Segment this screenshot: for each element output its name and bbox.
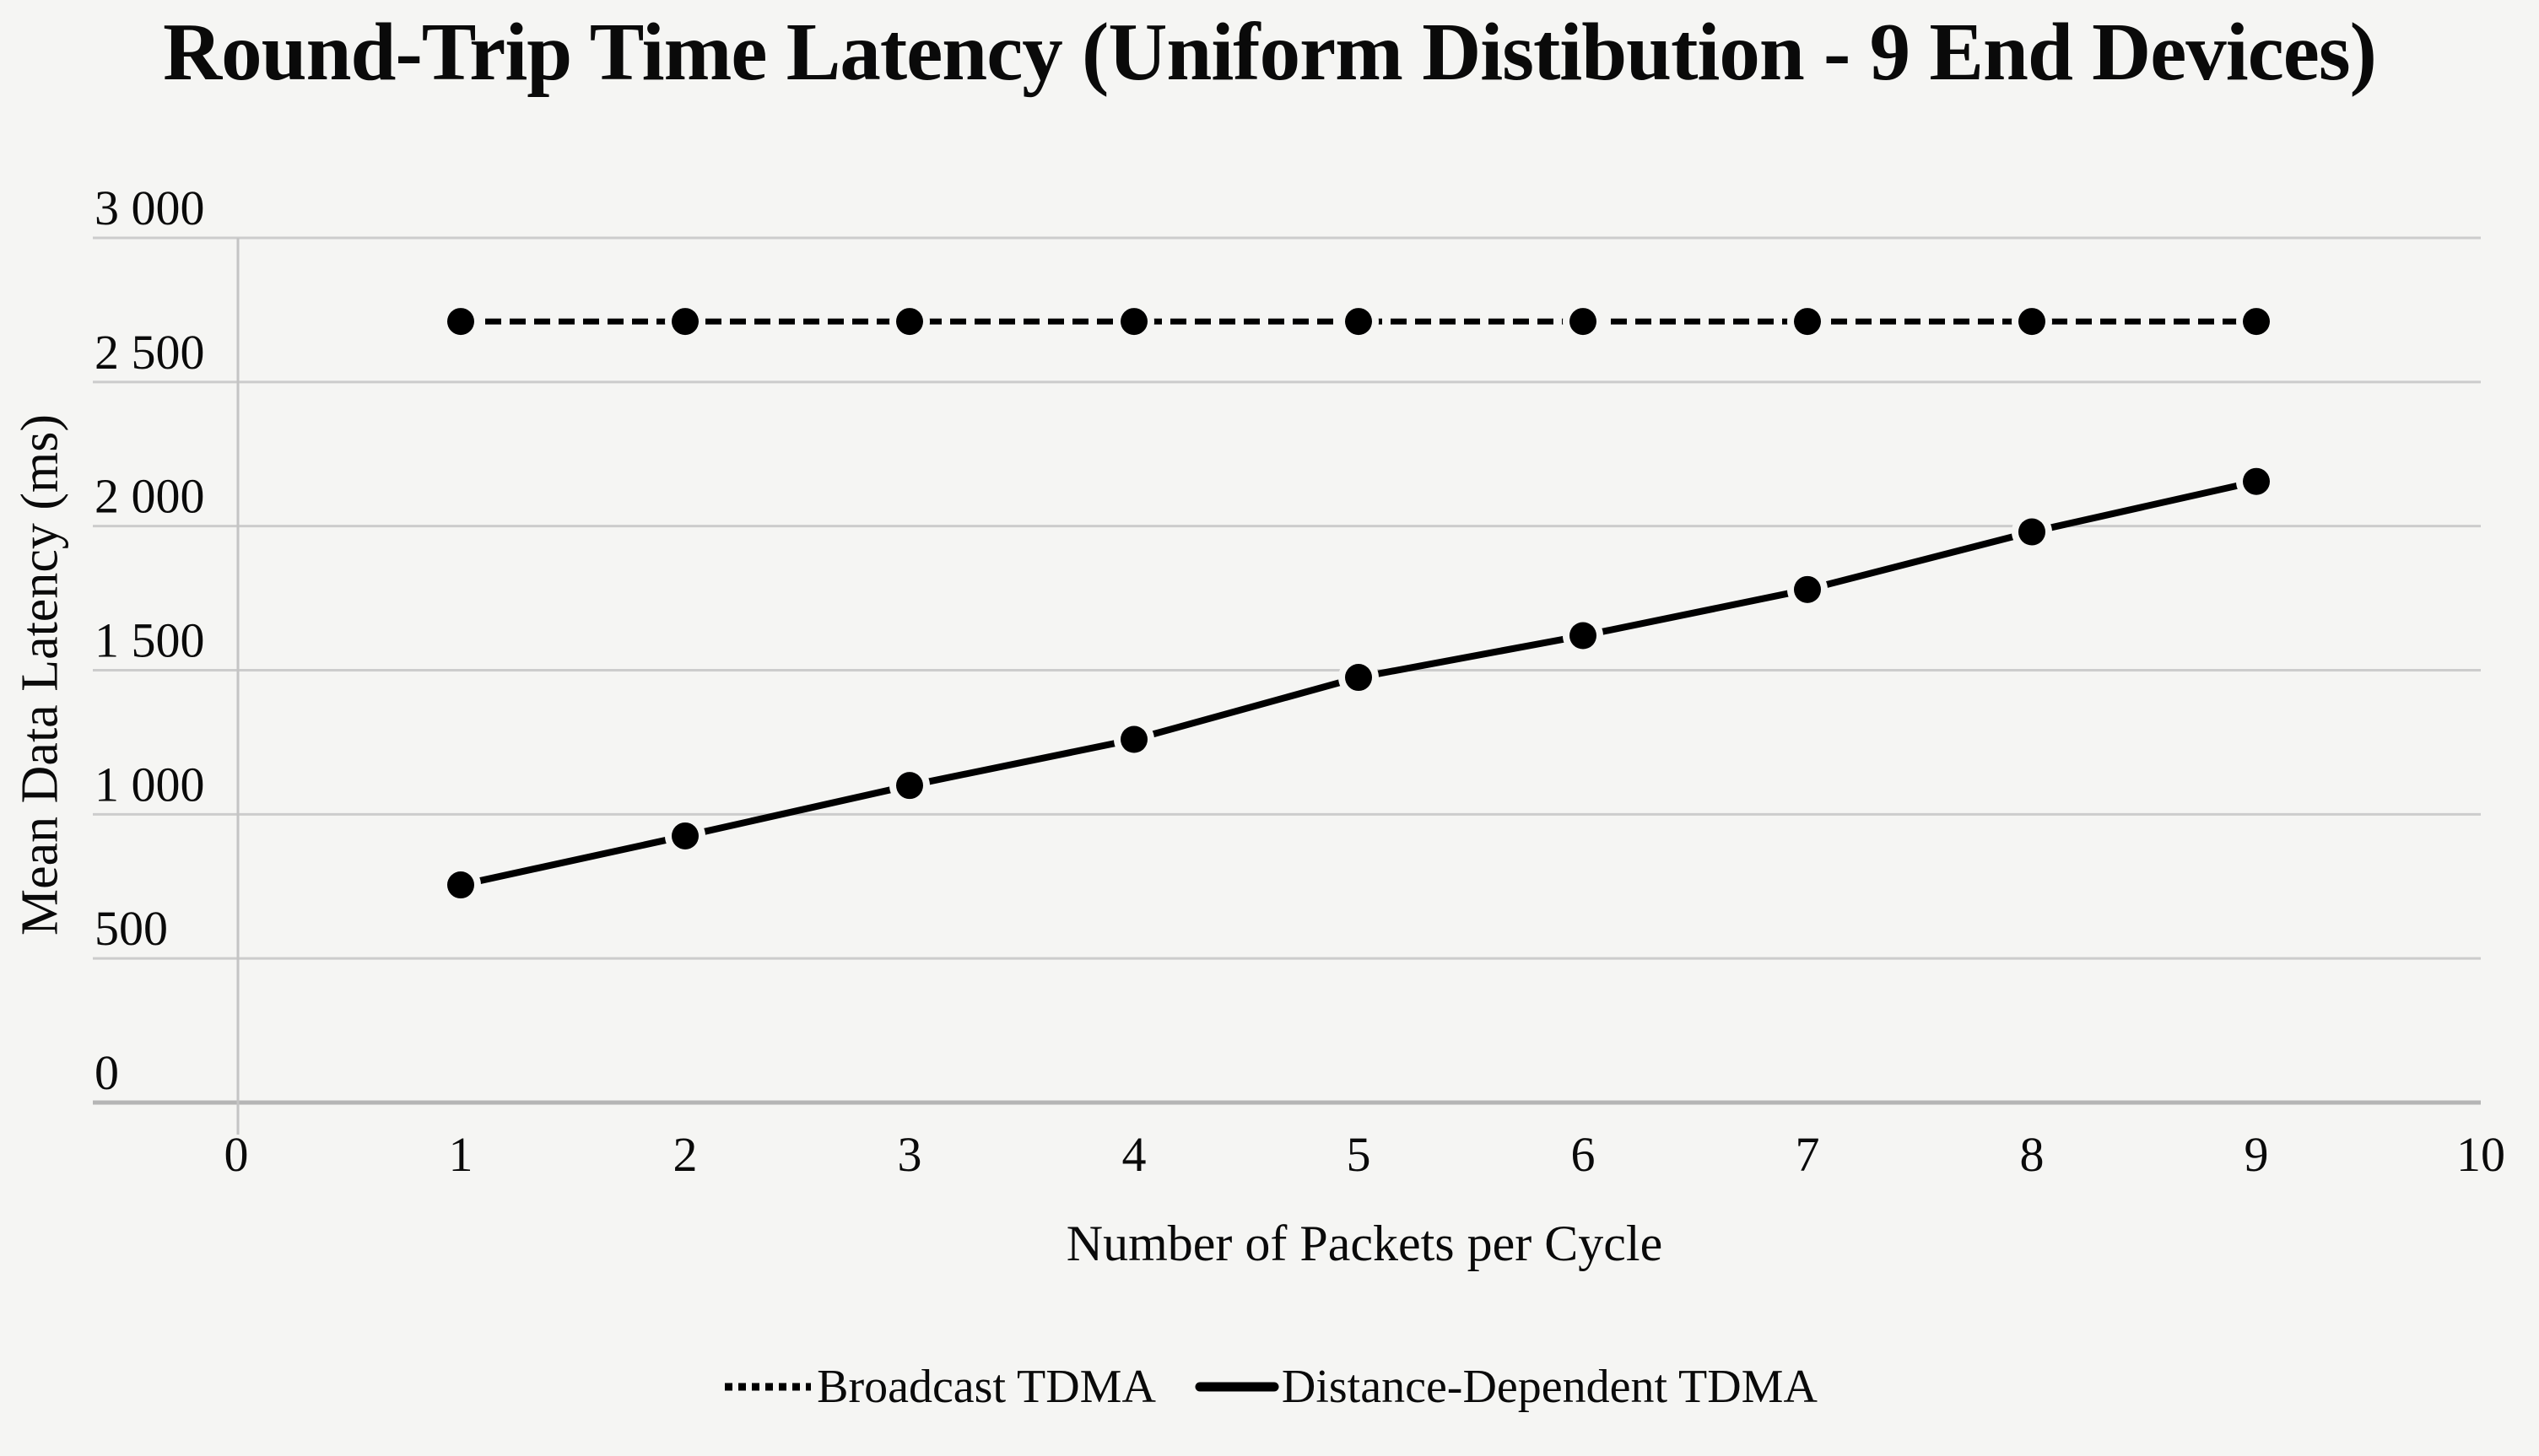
dashed-line-sample-icon [725, 1383, 812, 1391]
legend-label-broadcast-tdma: Broadcast TDMA [817, 1361, 1156, 1413]
data-point-marker [896, 772, 923, 800]
x-axis-title: Number of Packets per Cycle [1066, 1216, 1663, 1271]
data-point-marker [2243, 467, 2270, 495]
data-point-marker [2018, 308, 2045, 336]
x-tick-label: 10 [2456, 1127, 2505, 1182]
y-tick-label: 2 500 [95, 325, 205, 380]
x-tick-label: 9 [2245, 1127, 2269, 1182]
x-tick-label: 5 [1347, 1127, 1371, 1182]
y-tick-label: 1 000 [95, 757, 205, 812]
solid-line-sample-icon [1195, 1382, 1279, 1392]
data-point-marker [1121, 308, 1148, 336]
data-point-marker [1794, 575, 1821, 603]
data-point-marker [447, 871, 474, 899]
x-tick-label: 2 [673, 1127, 698, 1182]
y-tick-label: 1 500 [95, 613, 205, 668]
data-point-marker [1121, 725, 1148, 753]
legend-label-distance-dependent-tdma: Distance-Dependent TDMA [1281, 1361, 1818, 1413]
data-point-marker [896, 308, 923, 336]
x-tick-label: 1 [449, 1127, 473, 1182]
data-point-marker [1345, 308, 1372, 336]
data-point-marker [1569, 622, 1596, 650]
x-tick-label: 8 [2020, 1127, 2045, 1182]
x-tick-label: 4 [1122, 1127, 1147, 1182]
x-tick-label: 6 [1571, 1127, 1596, 1182]
legend: Broadcast TDMA Distance-Dependent TDMA [0, 1360, 2539, 1414]
x-tick-label: 7 [1796, 1127, 1820, 1182]
y-tick-label: 2 000 [95, 469, 205, 524]
data-point-marker [2018, 518, 2045, 546]
x-tick-label: 3 [898, 1127, 922, 1182]
data-point-marker [447, 308, 474, 336]
y-tick-label: 0 [95, 1045, 119, 1100]
data-point-marker [1345, 664, 1372, 692]
data-point-marker [672, 308, 699, 336]
data-point-marker [1569, 308, 1596, 336]
data-point-marker [1794, 308, 1821, 336]
data-point-marker [2243, 308, 2270, 336]
chart-title: Round-Trip Time Latency (Uniform Distibu… [163, 7, 2377, 97]
legend-item-distance-dependent-tdma: Distance-Dependent TDMA [1195, 1360, 1818, 1414]
y-tick-label: 500 [95, 901, 168, 956]
legend-item-broadcast-tdma: Broadcast TDMA [721, 1360, 1156, 1414]
data-point-marker [672, 822, 699, 849]
x-tick-label: 0 [224, 1127, 249, 1182]
y-tick-label: 3 000 [95, 181, 205, 235]
